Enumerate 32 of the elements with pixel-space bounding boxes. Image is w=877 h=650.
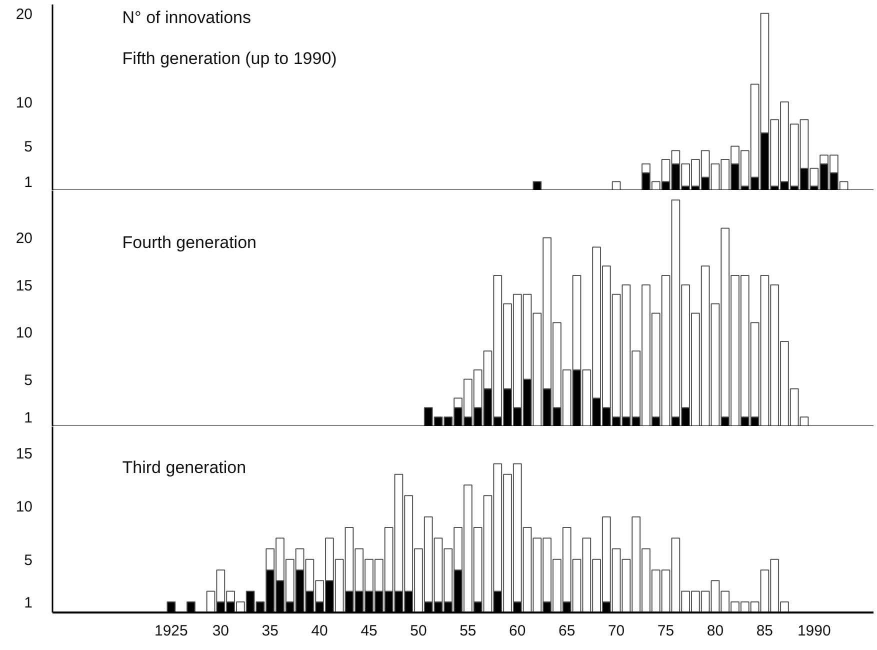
text: Third generation: [122, 458, 246, 477]
bar: [612, 181, 621, 190]
y-tick-label: 5: [24, 372, 32, 389]
y-tick-label: 15: [16, 446, 33, 463]
x-tick-label: 45: [360, 622, 378, 640]
y-tick-label: 5: [24, 552, 32, 569]
x-tick-label: 75: [657, 622, 674, 640]
y-tick-label: 10: [16, 498, 33, 516]
x-tick-label: 70: [608, 622, 625, 640]
x-tick-label: 50: [410, 622, 427, 640]
y-tick-label: 1: [24, 410, 32, 427]
y-axis-title: N° of innovations: [122, 8, 252, 28]
x-tick-label: 55: [460, 622, 476, 640]
y-tick-label: 10: [16, 324, 33, 342]
x-tick-label: 1990: [797, 622, 831, 640]
text: Fourth generation: [122, 232, 256, 252]
x-tick-label: 60: [509, 622, 526, 640]
y-tick-label: 10: [16, 94, 33, 112]
x-tick-label: 1925: [154, 622, 188, 640]
x-tick-label: 30: [212, 622, 229, 640]
x-tick-label: 80: [706, 622, 724, 640]
x-tick-label: 65: [558, 622, 576, 640]
y-tick-label: 5: [24, 138, 32, 156]
x-tick-label: 35: [262, 622, 278, 640]
y-tick-label: 15: [16, 277, 33, 294]
x-tick-label: 85: [756, 622, 774, 640]
x-tick-label: 40: [311, 622, 328, 640]
y-tick-label: 20: [16, 230, 33, 248]
y-tick-label: 20: [16, 6, 33, 23]
text: Fifth generation (up to 1990): [122, 48, 337, 68]
y-tick-label: 1: [24, 174, 32, 192]
y-tick-label: 1: [24, 594, 32, 612]
